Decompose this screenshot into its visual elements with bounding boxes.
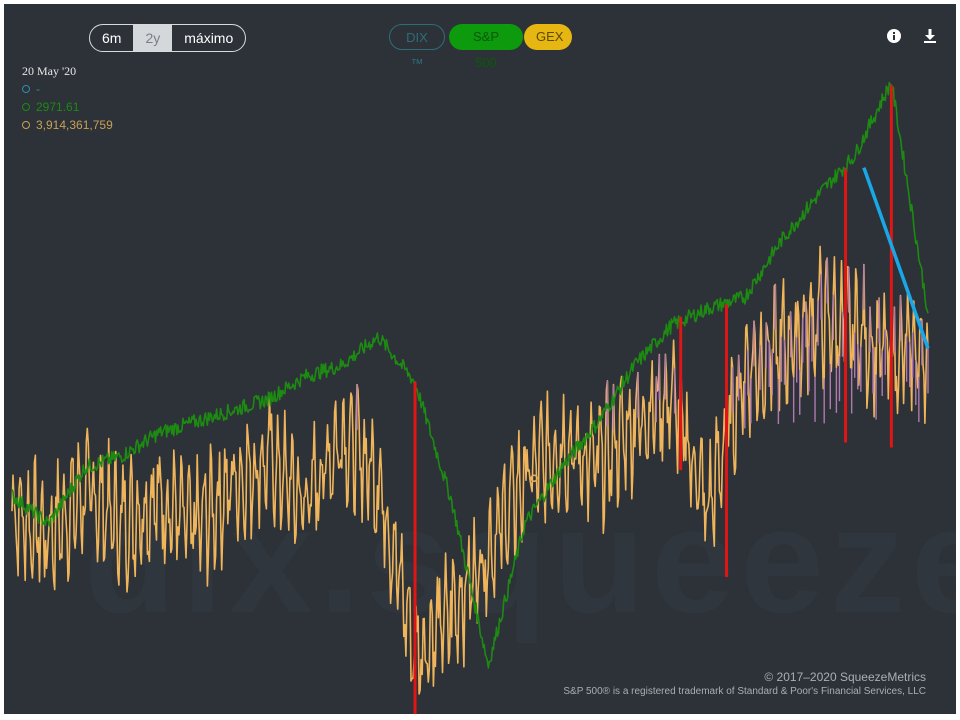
annotation-blue-trend-line — [862, 167, 930, 349]
legend-dix-value: - — [36, 82, 40, 96]
gex-series-line — [11, 245, 929, 695]
chart-panel: dix.squeeze.c 6m 2y máximo DIX ™ S&P 500… — [4, 4, 956, 714]
legend-gex: 3,914,361,759 — [22, 116, 113, 134]
legend-sp500-value: 2971.61 — [36, 100, 80, 114]
gex-hover-marker — [530, 474, 538, 483]
chart-canvas[interactable] — [4, 4, 956, 714]
legend: 20 May '20 - 2971.61 3,914,361,759 — [22, 62, 113, 134]
range-2y-button[interactable]: 2y — [133, 25, 173, 51]
toggle-dix-button[interactable]: DIX ™ — [389, 24, 445, 71]
trademark-text: S&P 500® is a registered trademark of St… — [563, 686, 926, 697]
range-6m-button[interactable]: 6m — [102, 30, 122, 46]
range-max-button[interactable]: máximo — [184, 30, 234, 46]
legend-gex-value: 3,914,361,759 — [36, 118, 113, 132]
toggle-gex-button[interactable]: GEX — [524, 24, 572, 50]
sp500-marker-icon — [22, 103, 30, 111]
gex-marker-icon — [22, 121, 30, 129]
info-icon[interactable] — [886, 28, 902, 44]
legend-sp500: 2971.61 — [22, 98, 113, 116]
download-icon[interactable] — [922, 28, 938, 44]
range-selector: 6m 2y máximo — [89, 24, 247, 52]
copyright-text: © 2017–2020 SqueezeMetrics — [764, 670, 926, 684]
legend-dix: - — [22, 80, 113, 98]
toggle-sp500-button[interactable]: S&P 500 — [449, 24, 523, 70]
sp500-series-line — [11, 81, 929, 669]
dix-marker-icon — [22, 85, 30, 93]
legend-date: 20 May '20 — [22, 64, 77, 78]
